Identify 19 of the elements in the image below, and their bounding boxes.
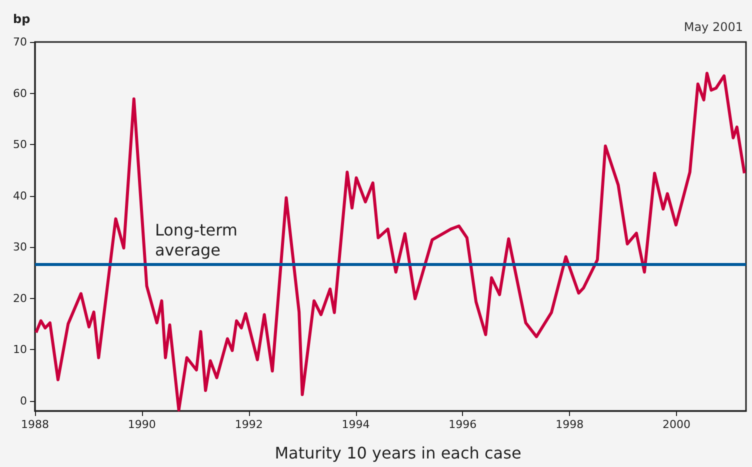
- x-tick-label: 1992: [234, 418, 263, 431]
- y-tick-label: 0: [20, 394, 27, 408]
- y-tick-label: 30: [13, 240, 27, 254]
- x-tick-label: 1998: [556, 418, 584, 431]
- y-tick-label: 50: [13, 138, 27, 151]
- y-tick-label: 60: [13, 86, 27, 100]
- x-tick-label: 2000: [662, 418, 691, 431]
- x-tick-label: 1988: [21, 418, 49, 431]
- y-tick-label: 70: [13, 36, 27, 48]
- ref-line-label: Long-term average: [155, 220, 243, 260]
- y-tick-label: 40: [13, 189, 27, 202]
- x-tick-label: 1996: [448, 418, 477, 431]
- y-axis-title: bp: [13, 12, 31, 26]
- x-tick-label: 1994: [342, 418, 370, 431]
- chart-subtitle: May 2001: [684, 20, 744, 34]
- y-tick-label: 20: [13, 292, 27, 305]
- y-tick-label: 10: [13, 343, 27, 356]
- x-axis-title: Maturity 10 years in each case: [274, 444, 522, 462]
- x-tick-label: 1990: [128, 418, 156, 431]
